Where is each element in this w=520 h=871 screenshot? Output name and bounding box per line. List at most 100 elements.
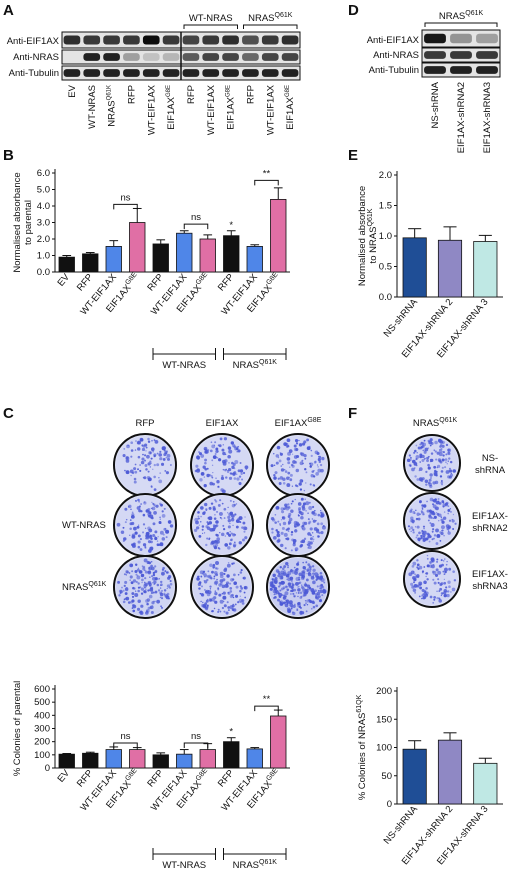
- colony: [230, 472, 233, 475]
- y-tick-label: 0: [45, 763, 50, 774]
- colony: [239, 462, 242, 465]
- colony: [433, 537, 435, 540]
- colony: [418, 469, 421, 472]
- y-tick-label: 2.0: [37, 234, 50, 245]
- colony: [133, 477, 137, 481]
- colony: [139, 610, 143, 614]
- colony: [148, 450, 152, 455]
- colony: [133, 526, 137, 531]
- colony: [426, 557, 429, 560]
- colony: [229, 522, 231, 525]
- colony: [197, 511, 200, 514]
- colony: [278, 459, 282, 463]
- y-axis-title: to NRASQ61K: [367, 208, 379, 263]
- colony: [232, 596, 235, 599]
- blot-band: [261, 35, 279, 45]
- blot-group-bracket: [183, 24, 238, 29]
- colony: [124, 469, 126, 472]
- colony: [137, 575, 139, 577]
- colony: [443, 534, 445, 537]
- colony: [147, 589, 150, 592]
- colony: [209, 588, 212, 590]
- colony: [280, 465, 283, 467]
- colony: [221, 448, 225, 452]
- colony: [410, 516, 414, 520]
- colony: [203, 511, 206, 514]
- colony: [432, 528, 435, 531]
- bar: [199, 238, 216, 273]
- colony: [131, 472, 133, 474]
- colony: [222, 595, 227, 600]
- colony: [319, 571, 323, 575]
- colony: [150, 537, 153, 540]
- colony: [150, 560, 153, 563]
- colony: [301, 513, 303, 516]
- blot-row-label: Anti-EIF1AX: [367, 35, 420, 46]
- colony: [425, 483, 428, 486]
- colony: [206, 467, 209, 470]
- colony: [129, 575, 133, 579]
- colony: [212, 455, 217, 460]
- colony: [305, 471, 308, 474]
- bar: [105, 246, 122, 273]
- blot-band: [261, 69, 279, 77]
- colony: [414, 449, 417, 453]
- colony: [298, 578, 301, 581]
- colony: [282, 482, 286, 485]
- plate-stain: [116, 496, 174, 554]
- colony: [282, 596, 287, 600]
- colony: [440, 594, 443, 597]
- colony: [153, 439, 156, 441]
- colony: [147, 580, 152, 585]
- colony: [417, 517, 421, 521]
- colony: [307, 543, 311, 547]
- colony: [242, 576, 246, 580]
- colony: [214, 590, 217, 592]
- colony: [438, 520, 440, 522]
- colony: [416, 534, 419, 537]
- label-superscript: G8E: [307, 417, 321, 424]
- colony: [205, 449, 207, 451]
- colony: [150, 462, 152, 464]
- colony: [317, 457, 321, 462]
- colony: [317, 466, 319, 468]
- plate-column-label: EIF1AX: [206, 418, 239, 429]
- colony: [321, 594, 324, 597]
- colony: [425, 470, 428, 474]
- colony: [210, 502, 214, 505]
- colony: [301, 570, 305, 574]
- colony: [134, 563, 138, 567]
- colony: [271, 527, 274, 531]
- colony: [294, 461, 298, 464]
- y-tick-label: 200: [34, 737, 50, 748]
- colony: [203, 588, 206, 591]
- colony: [433, 449, 435, 451]
- colony: [129, 579, 132, 582]
- colony: [126, 570, 129, 574]
- colony: [450, 591, 452, 593]
- colony: [440, 516, 443, 518]
- colony: [279, 582, 283, 585]
- colony: [421, 507, 424, 509]
- colony: [200, 600, 202, 603]
- blot-band: [242, 69, 259, 77]
- significance-label: **: [263, 168, 271, 179]
- colony: [219, 599, 224, 604]
- colony: [419, 500, 422, 504]
- colony: [434, 498, 437, 501]
- colony: [137, 468, 139, 471]
- colony: [287, 530, 290, 532]
- colony: [212, 524, 216, 527]
- colony: [217, 588, 220, 591]
- colony: [316, 522, 320, 526]
- colony: [284, 470, 288, 473]
- group-label: NRASQ61K: [233, 859, 278, 871]
- colony: [426, 459, 429, 463]
- blot-band: [162, 35, 180, 45]
- colony: [121, 586, 123, 589]
- colony: [151, 576, 156, 581]
- colony: [442, 501, 445, 504]
- colony: [298, 443, 303, 447]
- colony: [415, 444, 418, 447]
- colony-plate: [403, 550, 461, 608]
